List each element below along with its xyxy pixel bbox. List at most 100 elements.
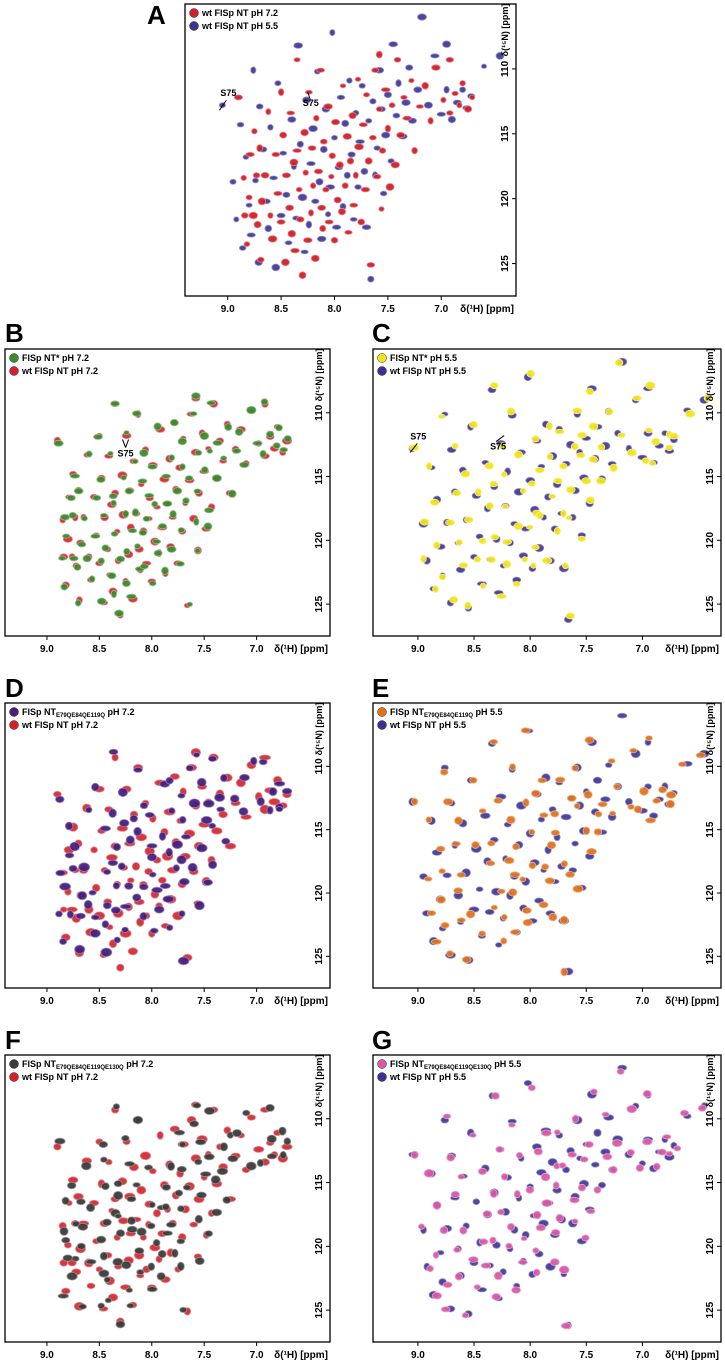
plot-frame-g — [372, 1054, 722, 1343]
peak-variant — [635, 1164, 645, 1172]
y-axis-label: δ(¹⁵N) [ppm] — [314, 349, 324, 402]
peak-variant — [200, 816, 213, 825]
peak-variant — [143, 1164, 153, 1171]
peak-variant — [127, 528, 138, 534]
panel-letter-e: E — [372, 673, 390, 703]
peak-reference — [86, 1282, 96, 1290]
peak-variant — [202, 799, 215, 808]
peak-wt-ph72 — [427, 117, 434, 125]
peak-variant — [139, 563, 149, 570]
peak-variant — [57, 1293, 69, 1299]
peak-variant — [97, 1302, 105, 1310]
legend-marker — [377, 1072, 387, 1082]
peak-variant — [450, 1190, 460, 1199]
peak-variant — [256, 1159, 265, 1168]
peak-variant — [104, 1297, 113, 1304]
legend-label: FlSp NTE79QE84QE119Q pH 5.5 — [390, 707, 503, 719]
peak-variant — [517, 1259, 528, 1265]
peak-variant — [147, 1262, 156, 1271]
peak-wt-ph55 — [442, 40, 452, 48]
peak-variant — [188, 798, 201, 809]
peak-variant — [550, 829, 561, 836]
peak-variant — [196, 843, 208, 853]
peak-variant — [519, 876, 527, 883]
peak-variant — [531, 435, 540, 443]
peak-wt-ph72 — [375, 50, 383, 59]
peak-wt-ph55 — [381, 131, 391, 139]
peak-wt-ph72 — [431, 64, 441, 71]
peak-variant — [206, 400, 216, 406]
peak-variant — [115, 1320, 126, 1329]
peak-wt-ph72 — [408, 78, 415, 84]
annotation-pointer — [495, 435, 505, 442]
peak-reference — [571, 840, 579, 847]
spectrum-panel-a: 9.0 8.5 8.0 7.5 7.0 δ(¹H) [ppm] 110 115 120 125 δ(… — [184, 3, 517, 315]
peak-variant — [124, 487, 134, 495]
peak-wt-ph72 — [440, 96, 447, 104]
peak-variant — [478, 1238, 489, 1245]
peak-variant — [588, 455, 598, 463]
peak-variant — [176, 855, 187, 865]
peak-wt-ph55 — [430, 53, 440, 59]
annotation-pointer — [218, 99, 227, 111]
peak-variant — [695, 752, 706, 759]
peak-variant — [279, 446, 289, 453]
legend-label: FlSp NTE79QE84QE119QE130Q pH 7.2 — [22, 1059, 153, 1071]
peak-variant — [645, 817, 656, 824]
peak-variant — [203, 507, 214, 514]
x-tick-label: 8.0 — [328, 304, 342, 315]
peak-wt-ph72 — [295, 186, 303, 193]
peak-variant — [93, 433, 103, 440]
peak-variant — [548, 912, 558, 922]
peak-wt-ph72 — [292, 148, 302, 153]
peak-variant — [535, 1224, 546, 1232]
peak-reference — [523, 1080, 533, 1087]
peak-variant — [629, 747, 638, 754]
peak-variant — [500, 937, 508, 945]
peak-variant — [652, 798, 661, 804]
x-tick-label: 8.0 — [145, 996, 159, 1007]
peak-variant — [541, 1129, 552, 1137]
peak-variant — [278, 1126, 287, 1136]
annotation-s75: S75 — [410, 431, 426, 441]
peak-wt-ph55 — [324, 211, 332, 218]
spectrum-panel-c: 9.0 8.5 8.0 7.5 7.0 δ(¹H) [ppm] 110 115 120 125 δ(… — [372, 348, 722, 655]
peak-variant — [61, 1196, 70, 1205]
peak-variant — [546, 841, 557, 850]
peak-variant — [110, 589, 118, 599]
peak-variant — [196, 1191, 207, 1199]
peak-variant — [165, 924, 174, 931]
peak-variant — [586, 848, 597, 856]
peak-variant — [540, 1172, 551, 1182]
peak-variant — [167, 807, 176, 815]
y-tick-label: 110 — [500, 60, 511, 77]
legend-marker — [9, 366, 19, 376]
peak-variant — [78, 862, 90, 872]
y-tick-label: 110 — [705, 404, 716, 421]
y-axis-label: δ(¹⁵N) [ppm] — [500, 4, 510, 57]
peak-reference — [600, 796, 611, 803]
peak-variant — [560, 967, 568, 977]
peak-variant — [461, 956, 472, 964]
peak-variant — [501, 503, 509, 509]
peak-variant — [491, 1092, 500, 1100]
peak-variant — [506, 1223, 515, 1231]
peak-wt-ph55 — [388, 41, 399, 48]
peak-variant — [534, 466, 545, 474]
peak-variant — [438, 573, 447, 581]
peak-variant — [121, 1260, 132, 1270]
peak-wt-ph72 — [352, 171, 359, 179]
peak-variant — [152, 538, 162, 545]
panel-letter-a: A — [147, 0, 166, 30]
peak-wt-ph55 — [354, 184, 362, 190]
peak-wt-ph72 — [337, 207, 347, 216]
peak-wt-ph55 — [315, 178, 324, 186]
peak-wt-ph55 — [413, 86, 423, 93]
peak-variant — [455, 539, 463, 546]
peak-variant — [680, 1109, 690, 1117]
peak-variant — [144, 812, 155, 819]
panel-letter-d: D — [5, 673, 24, 703]
peak-variant — [112, 881, 121, 890]
legend-label: wt FlSp NT pH 5.5 — [389, 720, 466, 730]
peak-variant — [153, 905, 165, 914]
